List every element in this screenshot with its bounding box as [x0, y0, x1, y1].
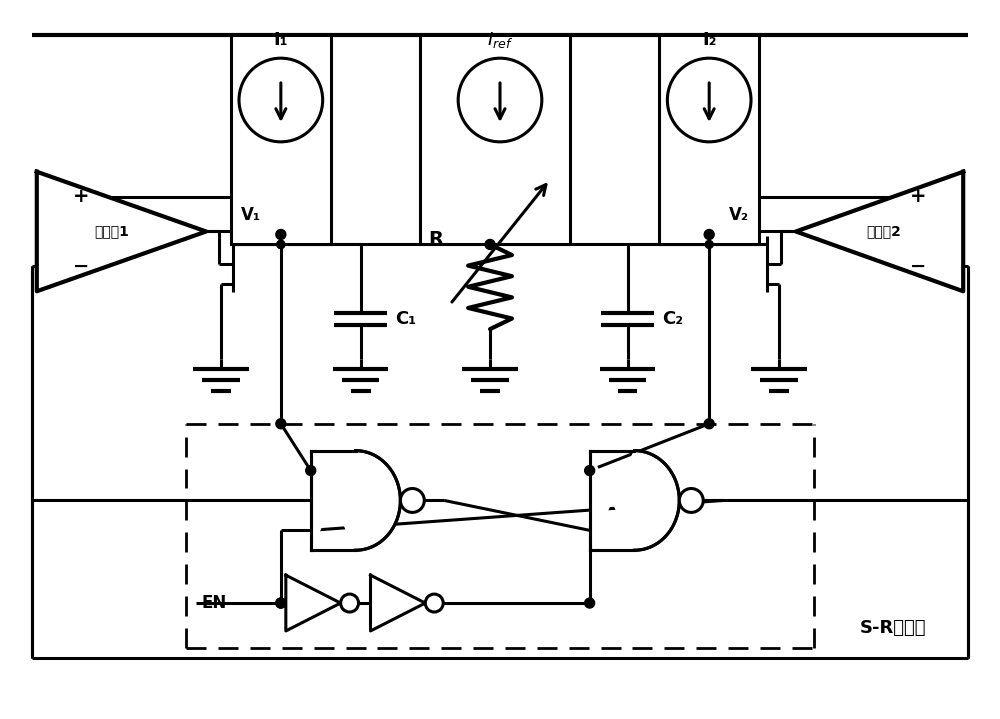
- Circle shape: [667, 58, 751, 142]
- Circle shape: [341, 594, 359, 612]
- Text: V₂: V₂: [729, 206, 749, 224]
- Text: I₁: I₁: [274, 31, 288, 49]
- Text: S-R锁存器: S-R锁存器: [860, 619, 927, 637]
- Circle shape: [276, 418, 286, 429]
- Circle shape: [485, 239, 495, 249]
- Polygon shape: [590, 451, 679, 550]
- Circle shape: [705, 231, 713, 239]
- Bar: [659, 35, 759, 244]
- Text: I₂: I₂: [702, 31, 716, 49]
- Polygon shape: [311, 451, 400, 550]
- Circle shape: [585, 598, 595, 608]
- Polygon shape: [37, 172, 206, 291]
- Text: 比较器1: 比较器1: [94, 224, 129, 239]
- Circle shape: [425, 594, 443, 612]
- Text: V₁: V₁: [241, 206, 261, 224]
- Circle shape: [276, 598, 286, 608]
- Bar: [231, 35, 331, 244]
- Circle shape: [704, 418, 714, 429]
- Text: −: −: [73, 257, 90, 276]
- Text: +: +: [910, 187, 927, 206]
- Polygon shape: [286, 575, 341, 631]
- Polygon shape: [796, 172, 963, 291]
- Circle shape: [306, 466, 316, 475]
- Circle shape: [277, 240, 285, 249]
- Text: C₂: C₂: [662, 310, 683, 328]
- Circle shape: [705, 240, 713, 249]
- Text: EN: EN: [201, 594, 226, 612]
- Text: −: −: [910, 257, 927, 276]
- Circle shape: [277, 231, 285, 239]
- Circle shape: [239, 58, 323, 142]
- Circle shape: [679, 488, 703, 513]
- Circle shape: [486, 240, 494, 249]
- Text: +: +: [73, 187, 90, 206]
- Circle shape: [704, 229, 714, 239]
- Circle shape: [585, 466, 595, 475]
- Circle shape: [458, 58, 542, 142]
- Text: C₁: C₁: [395, 310, 416, 328]
- Circle shape: [276, 229, 286, 239]
- Circle shape: [276, 598, 286, 608]
- Text: 比较器2: 比较器2: [866, 224, 901, 239]
- Text: R: R: [428, 230, 443, 249]
- Circle shape: [277, 240, 285, 249]
- Text: $I_{ref}$: $I_{ref}$: [487, 30, 513, 50]
- Polygon shape: [371, 575, 425, 631]
- Circle shape: [400, 488, 424, 513]
- Bar: [420, 35, 570, 244]
